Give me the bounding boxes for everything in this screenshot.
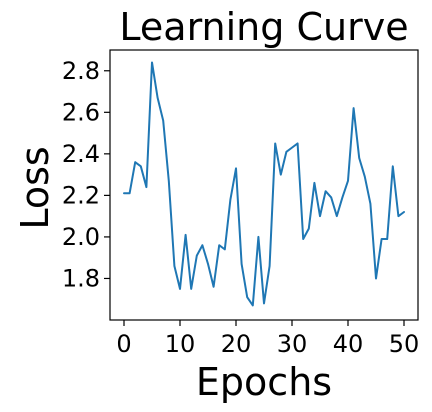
x-tick-label-3: 30: [277, 330, 308, 358]
x-tick-label-2: 20: [221, 330, 252, 358]
y-tick-label-2: 2.2: [62, 181, 100, 209]
plot-frame: [109, 49, 419, 321]
x-tick-label-1: 10: [165, 330, 196, 358]
y-tick-label-4: 2.6: [62, 98, 100, 126]
x-tick-label-4: 40: [333, 330, 364, 358]
axis-ticks: 0 10 20 30 40 50 1.8 2.0 2.2 2.4 2.6 2.8: [62, 57, 419, 358]
y-axis-label: Loss: [13, 146, 57, 229]
y-tick-label-5: 2.8: [62, 57, 100, 85]
y-tick-label-3: 2.4: [62, 140, 100, 168]
chart-title: Learning Curve: [119, 5, 408, 49]
plot-area: [123, 61, 405, 307]
x-axis-label: Epochs: [196, 360, 332, 404]
series-line-0: [123, 61, 405, 307]
x-tick-label-0: 0: [116, 330, 131, 358]
y-tick-label-1: 2.0: [62, 223, 100, 251]
y-tick-label-0: 1.8: [62, 264, 100, 292]
x-tick-label-5: 50: [389, 330, 420, 358]
